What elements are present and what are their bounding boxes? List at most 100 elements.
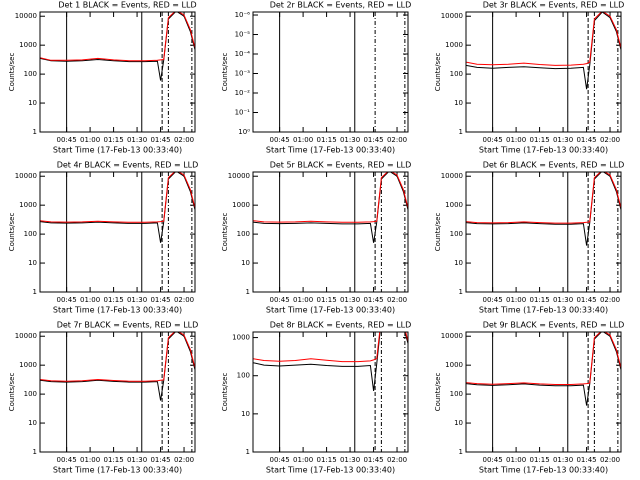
y-tick-label: 10 bbox=[241, 410, 250, 418]
y-tick-label: 1 bbox=[33, 288, 37, 296]
series-line bbox=[466, 12, 621, 66]
chart-title: Det 6r BLACK = Events, RED = LLD bbox=[483, 161, 625, 170]
x-tick-label: 02:00 bbox=[174, 296, 194, 304]
x-tick-label: 01:45 bbox=[576, 296, 596, 304]
y-tick-label: 1 bbox=[33, 448, 37, 456]
x-axis-label: Start Time (17-Feb-13 00:33:40) bbox=[479, 466, 608, 475]
y-tick-label: 10⁻² bbox=[235, 89, 251, 97]
x-tick-label: 02:00 bbox=[174, 456, 194, 464]
x-tick-label: 01:00 bbox=[506, 456, 526, 464]
y-tick-label: 1000 bbox=[445, 201, 463, 209]
x-tick-label: 01:00 bbox=[293, 456, 313, 464]
x-tick-label: 02:00 bbox=[174, 136, 194, 144]
y-axis-label: Counts/sec bbox=[434, 373, 442, 412]
series-line bbox=[40, 332, 195, 401]
y-tick-label: 100 bbox=[450, 70, 463, 78]
y-tick-label: 10000 bbox=[15, 12, 37, 20]
x-tick-label: 01:30 bbox=[340, 296, 360, 304]
x-tick-label: 02:00 bbox=[387, 136, 407, 144]
x-tick-label: 00:45 bbox=[57, 136, 77, 144]
y-tick-label: 10⁻⁴ bbox=[235, 50, 251, 58]
y-tick-label: 10000 bbox=[441, 12, 463, 20]
panel: Det 7r BLACK = Events, RED = LLD Counts/s… bbox=[8, 321, 198, 475]
y-tick-label: 1000 bbox=[232, 334, 250, 342]
chart-title: Det 5r BLACK = Events, RED = LLD bbox=[270, 161, 412, 170]
x-tick-label: 00:45 bbox=[483, 136, 503, 144]
x-tick-label: 01:30 bbox=[127, 456, 147, 464]
x-tick-label: 00:45 bbox=[483, 456, 503, 464]
panel: Det 8r BLACK = Events, RED = LLD Counts/s… bbox=[221, 321, 411, 475]
plot-frame bbox=[39, 331, 196, 453]
x-tick-label: 02:00 bbox=[387, 296, 407, 304]
x-tick-label: 02:00 bbox=[387, 456, 407, 464]
y-tick-label: 100 bbox=[24, 70, 37, 78]
x-tick-label: 01:15 bbox=[529, 456, 549, 464]
y-axis-label: Counts/sec bbox=[434, 53, 442, 92]
x-axis-label: Start Time (17-Feb-13 00:33:40) bbox=[53, 306, 182, 315]
y-tick-label: 10 bbox=[241, 259, 250, 267]
x-tick-label: 01:30 bbox=[340, 456, 360, 464]
x-tick-label: 02:00 bbox=[600, 296, 620, 304]
y-tick-label: 1000 bbox=[445, 41, 463, 49]
x-tick-label: 01:15 bbox=[103, 456, 123, 464]
panel: Det 4r BLACK = Events, RED = LLD Counts/s… bbox=[8, 161, 198, 315]
x-tick-label: 01:30 bbox=[553, 136, 573, 144]
y-tick-label: 100 bbox=[237, 230, 250, 238]
series-line bbox=[253, 332, 408, 363]
x-tick-label: 01:15 bbox=[316, 296, 336, 304]
y-tick-label: 10⁻⁵ bbox=[235, 31, 251, 39]
series-line bbox=[40, 332, 195, 382]
x-tick-label: 01:15 bbox=[103, 136, 123, 144]
chart-title: Det 3r BLACK = Events, RED = LLD bbox=[483, 1, 625, 10]
x-tick-label: 02:00 bbox=[600, 136, 620, 144]
y-tick-label: 10 bbox=[454, 99, 463, 107]
y-tick-label: 1000 bbox=[19, 201, 37, 209]
y-tick-label: 1 bbox=[459, 288, 463, 296]
y-tick-label: 1 bbox=[459, 128, 463, 136]
series-line bbox=[466, 332, 621, 385]
y-tick-label: 10 bbox=[28, 419, 37, 427]
series-line bbox=[253, 332, 408, 391]
y-tick-label: 100 bbox=[24, 230, 37, 238]
chart-title: Det 9r BLACK = Events, RED = LLD bbox=[483, 321, 625, 330]
series-line bbox=[466, 12, 621, 90]
x-tick-label: 01:30 bbox=[127, 136, 147, 144]
panel: Det 5r BLACK = Events, RED = LLD Counts/s… bbox=[221, 161, 411, 315]
x-tick-label: 01:15 bbox=[316, 456, 336, 464]
chart-title: Det 2r BLACK = Events, RED = LLD bbox=[270, 1, 412, 10]
y-axis-label: Counts/sec bbox=[221, 213, 229, 252]
y-tick-label: 1000 bbox=[19, 361, 37, 369]
plot-frame bbox=[39, 171, 196, 293]
y-tick-label: 10 bbox=[28, 99, 37, 107]
y-axis-label: Counts/sec bbox=[8, 373, 16, 412]
x-tick-label: 01:45 bbox=[150, 136, 170, 144]
y-tick-label: 100 bbox=[237, 372, 250, 380]
plot-frame bbox=[465, 171, 622, 293]
y-tick-label: 10000 bbox=[441, 332, 463, 340]
series-line bbox=[253, 172, 408, 223]
x-axis-label: Start Time (17-Feb-13 00:33:40) bbox=[53, 466, 182, 475]
x-tick-label: 01:30 bbox=[553, 456, 573, 464]
x-tick-label: 01:45 bbox=[363, 136, 383, 144]
y-tick-label: 100 bbox=[24, 390, 37, 398]
series-line bbox=[466, 172, 621, 224]
panel: Det 9r BLACK = Events, RED = LLD Counts/s… bbox=[434, 321, 624, 475]
y-axis-label: Counts/sec bbox=[221, 373, 229, 412]
x-tick-label: 01:15 bbox=[529, 296, 549, 304]
x-tick-label: 01:45 bbox=[150, 456, 170, 464]
x-tick-label: 01:45 bbox=[363, 456, 383, 464]
plot-frame bbox=[252, 11, 409, 133]
panel: Det 3r BLACK = Events, RED = LLD Counts/s… bbox=[434, 1, 624, 155]
y-tick-label: 10000 bbox=[15, 332, 37, 340]
y-axis-label: Counts/sec bbox=[8, 213, 16, 252]
chart-title: Det 4r BLACK = Events, RED = LLD bbox=[57, 161, 199, 170]
x-tick-label: 01:00 bbox=[293, 296, 313, 304]
series-line bbox=[40, 12, 195, 81]
plot-frame bbox=[465, 11, 622, 133]
y-tick-label: 1000 bbox=[19, 41, 37, 49]
y-tick-label: 10⁻³ bbox=[235, 70, 251, 78]
y-axis-label: Counts/sec bbox=[8, 53, 16, 92]
x-tick-label: 01:45 bbox=[363, 296, 383, 304]
plot-frame bbox=[465, 331, 622, 453]
